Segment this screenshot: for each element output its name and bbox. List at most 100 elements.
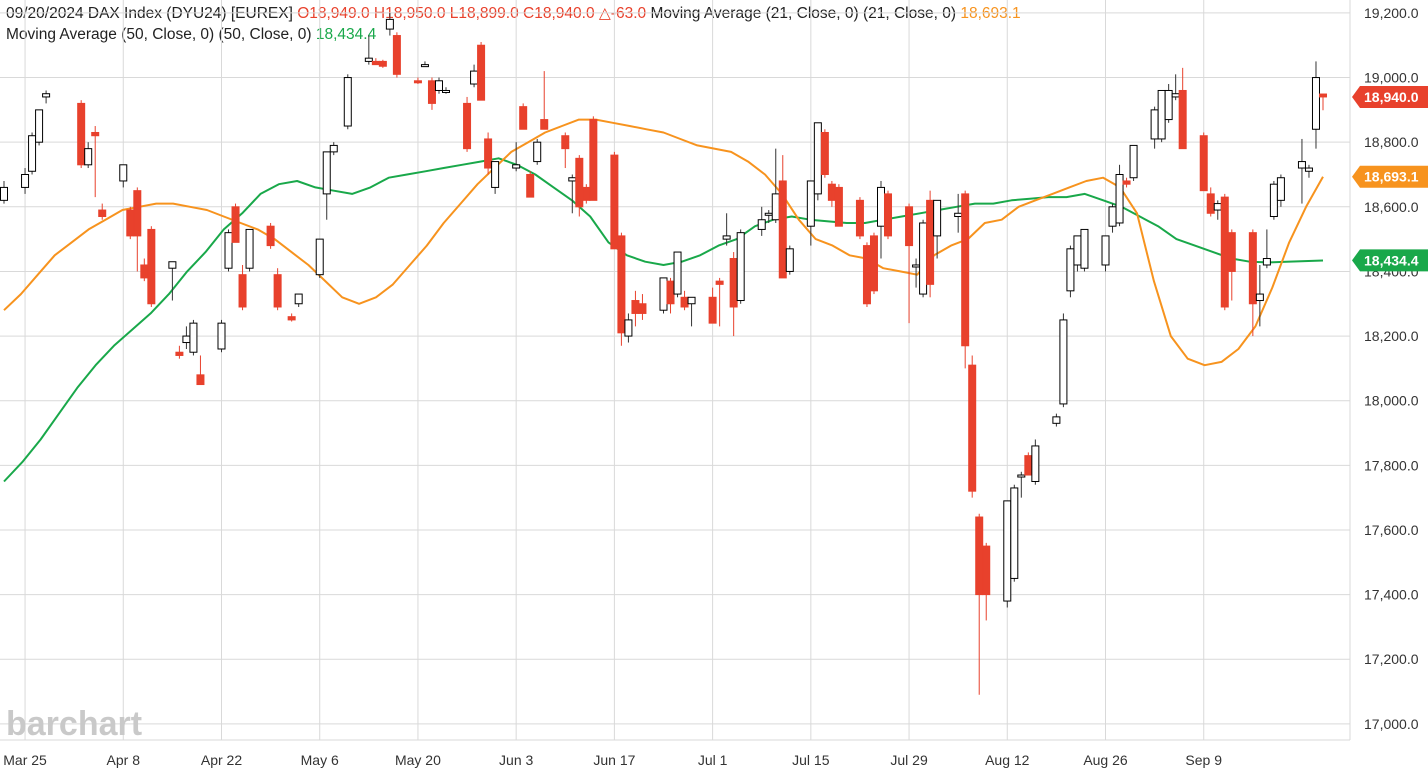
candle-body: [1199, 135, 1208, 192]
candle-body: [589, 119, 598, 201]
candle-body: [533, 141, 542, 163]
candle-body: [168, 261, 177, 269]
candle-body: [21, 173, 30, 188]
ma50-series: [3, 157, 1324, 483]
candle-body: [1024, 455, 1033, 476]
candle-body: [982, 545, 991, 596]
change-value: △-63.0: [598, 5, 647, 22]
barchart-watermark: barchart: [6, 705, 142, 743]
y-tick-label: 17,200.0: [1364, 651, 1419, 667]
candle-body: [463, 102, 472, 150]
candle-body: [1164, 89, 1173, 121]
candle-body: [729, 258, 738, 308]
candle-body: [673, 251, 682, 295]
candle-body: [778, 180, 787, 279]
ma21-badge: 18,693.1: [1352, 165, 1428, 188]
candle-body: [884, 193, 893, 237]
grid: [0, 0, 1351, 741]
candle-body: [434, 80, 443, 91]
candle-body: [140, 264, 149, 279]
candle-body: [119, 164, 128, 182]
candle-body: [1304, 167, 1313, 172]
candle-body: [1220, 196, 1229, 308]
ma50-badge-text: 18,434.4: [1364, 252, 1419, 268]
ma50-line: [3, 157, 1324, 483]
ma21-label: Moving Average (21, Close, 0) (21, Close…: [650, 5, 961, 22]
ma50-badge: 18,434.4: [1352, 249, 1428, 272]
candle-body: [91, 131, 100, 137]
candle-body: [343, 77, 352, 127]
candle-series: [0, 12, 1327, 695]
candle-body: [1311, 77, 1320, 130]
x-tick-label: May 6: [301, 752, 339, 768]
candle-body: [968, 364, 977, 492]
candle-body: [919, 222, 928, 295]
candle-body: [519, 106, 528, 130]
candle-body: [378, 60, 387, 67]
x-tick-label: Jul 29: [890, 752, 928, 768]
candle-body: [77, 102, 86, 166]
axes: 17,000.0 17,200.0 17,400.0 17,600.0 17,800.0…: [3, 5, 1418, 768]
candle-body: [1003, 500, 1012, 602]
candle-body: [1178, 89, 1187, 150]
candle-body: [329, 144, 338, 153]
candle-body: [35, 109, 44, 143]
y-tick-label: 18,200.0: [1364, 328, 1419, 344]
candle-body: [238, 274, 247, 308]
x-tick-label: Sep 9: [1185, 752, 1222, 768]
candle-body: [1066, 248, 1075, 292]
x-tick-label: Jul 1: [698, 752, 728, 768]
ma50-badge-shape: [1352, 249, 1428, 272]
candle-body: [1255, 293, 1264, 302]
candle-body: [1031, 445, 1040, 482]
candle-body: [1150, 109, 1159, 140]
candle-body: [961, 193, 970, 347]
x-tick-label: Apr 22: [201, 752, 242, 768]
candle-body: [1017, 474, 1026, 478]
candle-body: [1297, 161, 1306, 169]
candle-body: [855, 199, 864, 237]
candle-body: [28, 135, 37, 172]
candle-body: [1206, 193, 1215, 214]
candle-body: [224, 232, 233, 269]
candle-body: [540, 119, 549, 130]
candle-body: [813, 122, 822, 195]
candle-body: [1227, 232, 1236, 272]
candle-body: [371, 60, 380, 66]
candle-body: [1262, 258, 1271, 266]
candle-body: [624, 319, 633, 337]
candle-body: [1122, 180, 1131, 185]
x-tick-label: Aug 26: [1083, 752, 1128, 768]
candle-body: [610, 154, 619, 250]
last-price-badge: 18,940.0: [1352, 85, 1428, 108]
candle-body: [582, 186, 591, 201]
y-tick-label: 17,600.0: [1364, 522, 1419, 538]
y-tick-label: 18,600.0: [1364, 199, 1419, 215]
candle-body: [484, 138, 493, 169]
candle-body: [827, 183, 836, 201]
candle-body: [217, 322, 226, 350]
candle-body: [0, 186, 8, 201]
candle-body: [420, 64, 429, 68]
candle-body: [315, 238, 324, 276]
candle-body: [631, 300, 640, 314]
candle-body: [905, 206, 914, 247]
y-tick-label: 17,800.0: [1364, 457, 1419, 473]
candle-body: [294, 293, 303, 305]
candle-body: [1059, 319, 1068, 405]
candle-body: [1248, 232, 1257, 305]
candle-body: [687, 296, 696, 305]
candle-body: [722, 235, 731, 240]
candle-body: [364, 57, 373, 62]
candle-body: [568, 177, 577, 182]
candle-body: [1129, 144, 1138, 179]
candle-body: [245, 228, 254, 269]
candle-body: [575, 157, 584, 208]
candle-body: [912, 264, 921, 268]
high-value: H18,950.0: [373, 5, 446, 22]
candle-body: [736, 232, 745, 302]
candle-body: [42, 93, 51, 98]
candle-body: [1080, 228, 1089, 269]
candle-body: [1276, 177, 1285, 201]
